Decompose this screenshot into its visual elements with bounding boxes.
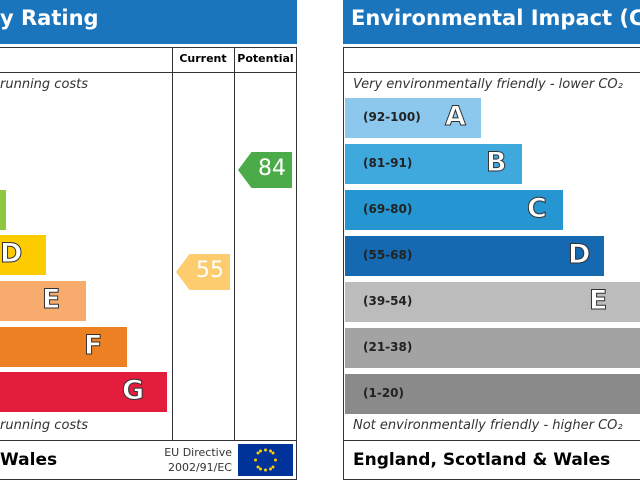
column-header: Potential: [237, 52, 294, 65]
band-letter: E: [41, 284, 61, 316]
band-range: (39-54): [363, 294, 413, 308]
band: (21-38): [345, 328, 640, 368]
band: D: [0, 235, 46, 275]
band-letter: F: [83, 330, 103, 362]
band: F: [0, 327, 127, 367]
directive: 2002/91/EC: [167, 461, 232, 474]
band: [0, 190, 6, 230]
band: (1-20): [345, 374, 640, 414]
band-letter: A: [445, 101, 467, 133]
band-range: (69-80): [363, 202, 413, 216]
band-range: (1-20): [363, 386, 404, 400]
band-range: (92-100): [363, 110, 421, 124]
band: (81-91) B: [345, 144, 522, 184]
directive: EU Directive: [164, 446, 232, 459]
potential-rating: 84: [238, 152, 292, 188]
environment-title: Environmental Impact (C: [343, 0, 640, 44]
band-letter: B: [486, 147, 508, 179]
band-range: (81-91): [363, 156, 413, 170]
band-range: (55-68): [363, 248, 413, 262]
band-letter: E: [588, 285, 608, 317]
energy-title: y Rating: [0, 0, 297, 44]
divider: [172, 47, 173, 440]
band: E: [0, 281, 86, 321]
divider: [0, 72, 297, 73]
band: (39-54) E: [345, 282, 640, 322]
band-letter: C: [527, 193, 548, 225]
energy-footer: Wales: [0, 450, 58, 470]
top-note: running costs: [0, 77, 89, 92]
divider: [234, 47, 235, 440]
bottom-note: Not environmentally friendly - higher CO…: [353, 418, 623, 433]
divider: [343, 440, 640, 441]
divider: [0, 440, 297, 441]
eu-flag: [238, 444, 293, 476]
band: (55-68) D: [345, 236, 604, 276]
band-letter: D: [0, 238, 23, 270]
band: G: [0, 372, 167, 412]
environment-footer: England, Scotland & Wales: [353, 450, 611, 470]
bottom-note: running costs: [0, 418, 89, 433]
current-rating: 55: [176, 254, 230, 290]
band-letter: G: [121, 375, 145, 407]
band: (92-100) A: [345, 98, 481, 138]
band-range: (21-38): [363, 340, 413, 354]
column-header: Current: [179, 52, 227, 65]
band-letter: D: [567, 239, 591, 271]
band: (69-80) C: [345, 190, 563, 230]
top-note: Very environmentally friendly - lower CO…: [353, 77, 623, 92]
divider: [343, 72, 640, 73]
